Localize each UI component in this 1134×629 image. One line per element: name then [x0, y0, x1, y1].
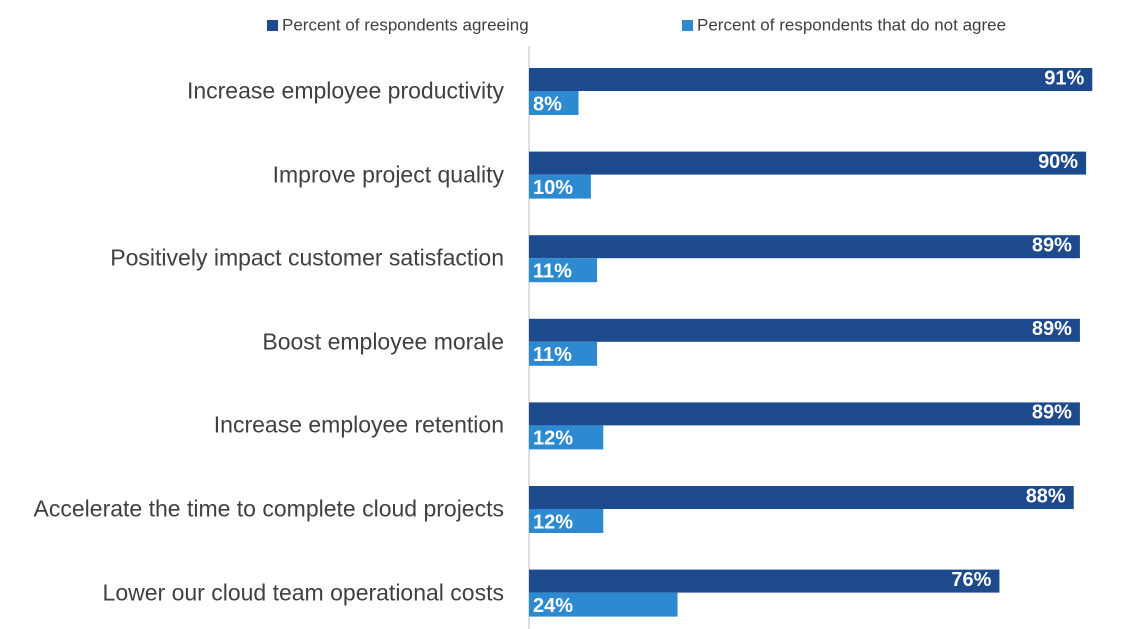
bar — [529, 569, 1000, 593]
category-label: Boost employee morale — [262, 328, 504, 355]
legend-swatch — [267, 20, 278, 31]
legend-swatch — [682, 20, 693, 31]
value-label: 90% — [1038, 151, 1078, 173]
bar — [529, 486, 1074, 509]
bar — [529, 509, 604, 533]
value-label: 89% — [1032, 402, 1072, 424]
legend-label: Percent of respondents agreeing — [282, 15, 529, 34]
category-label: Lower our cloud team operational costs — [102, 579, 504, 606]
bar — [529, 258, 598, 283]
category-label: Positively impact customer satisfaction — [110, 244, 504, 271]
value-label: 12% — [533, 511, 573, 533]
legend-label: Percent of respondents that do not agree — [697, 15, 1006, 34]
value-label: 88% — [1026, 485, 1066, 507]
bar — [529, 592, 678, 617]
category-label: Increase employee productivity — [186, 77, 504, 104]
bar — [529, 174, 591, 199]
bar — [529, 91, 579, 115]
value-label: 91% — [1044, 67, 1084, 89]
category-label: Increase employee retention — [213, 411, 504, 438]
bar — [529, 425, 604, 450]
bar — [529, 318, 1080, 342]
value-label: 89% — [1032, 234, 1072, 256]
value-label: 76% — [951, 569, 991, 591]
bar — [529, 402, 1080, 426]
value-label: 11% — [533, 344, 572, 366]
value-label: 10% — [533, 177, 573, 199]
bar — [529, 235, 1080, 259]
category-label: Accelerate the time to complete cloud pr… — [33, 495, 504, 522]
value-label: 11% — [533, 260, 572, 282]
value-label: 12% — [533, 428, 573, 450]
value-label: 24% — [533, 595, 573, 617]
value-label: 8% — [533, 93, 562, 115]
bar — [529, 341, 598, 366]
bar — [529, 68, 1093, 91]
category-label: Improve project quality — [272, 161, 504, 188]
value-label: 89% — [1032, 318, 1072, 340]
bar — [529, 151, 1087, 175]
